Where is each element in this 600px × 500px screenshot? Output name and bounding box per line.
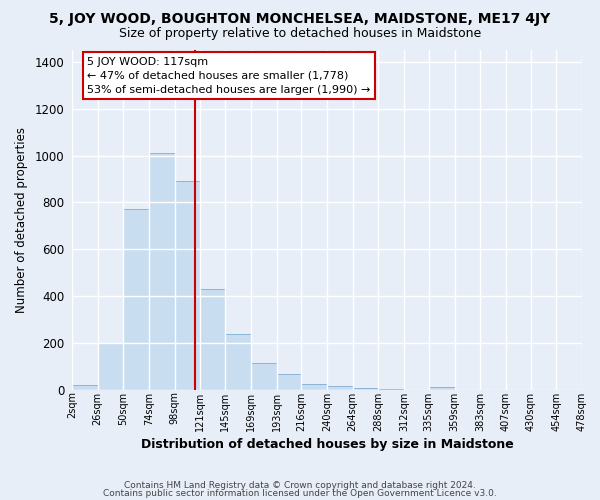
Text: Contains public sector information licensed under the Open Government Licence v3: Contains public sector information licen…: [103, 489, 497, 498]
Bar: [175, 182, 199, 390]
Text: 5 JOY WOOD: 117sqm
← 47% of detached houses are smaller (1,778)
53% of semi-deta: 5 JOY WOOD: 117sqm ← 47% of detached hou…: [88, 57, 371, 95]
Bar: [225, 334, 251, 390]
Bar: [124, 210, 149, 390]
Bar: [379, 389, 404, 390]
Bar: [429, 387, 455, 390]
Text: 5, JOY WOOD, BOUGHTON MONCHELSEA, MAIDSTONE, ME17 4JY: 5, JOY WOOD, BOUGHTON MONCHELSEA, MAIDST…: [49, 12, 551, 26]
Bar: [98, 343, 124, 390]
Bar: [327, 386, 353, 390]
Bar: [199, 289, 225, 390]
Y-axis label: Number of detached properties: Number of detached properties: [14, 127, 28, 313]
Text: Size of property relative to detached houses in Maidstone: Size of property relative to detached ho…: [119, 28, 481, 40]
Bar: [72, 386, 98, 390]
Bar: [353, 388, 379, 390]
X-axis label: Distribution of detached houses by size in Maidstone: Distribution of detached houses by size …: [140, 438, 514, 450]
Bar: [301, 384, 327, 390]
Bar: [277, 374, 301, 390]
Bar: [251, 363, 277, 390]
Bar: [149, 153, 175, 390]
Text: Contains HM Land Registry data © Crown copyright and database right 2024.: Contains HM Land Registry data © Crown c…: [124, 480, 476, 490]
